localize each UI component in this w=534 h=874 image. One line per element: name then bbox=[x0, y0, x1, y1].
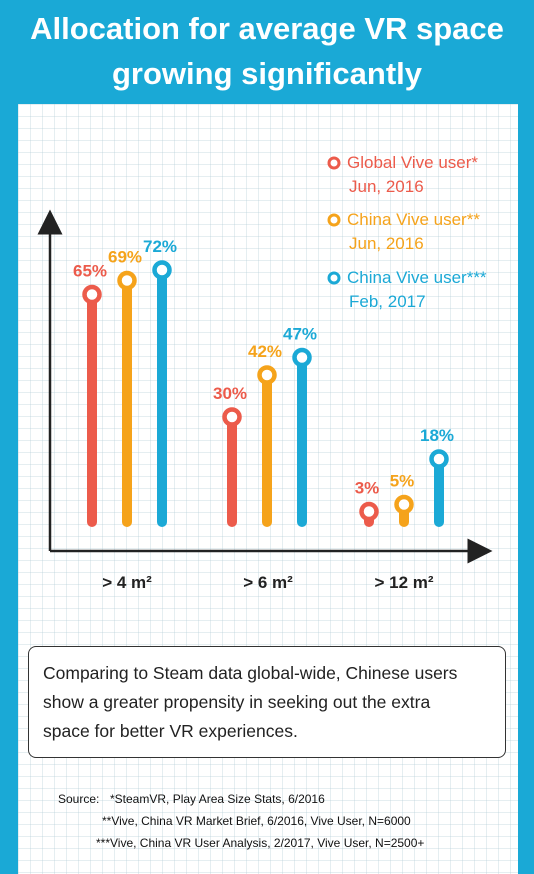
title-line-1: Allocation for average VR space bbox=[30, 11, 504, 46]
x-tick-label: > 12 m² bbox=[374, 573, 433, 592]
bar-chart: 65% 30% 3% 69% 42% 5% 72% 47% 18% > 4 m² > 6 m² > … bbox=[37, 153, 493, 592]
source-label: Source: bbox=[58, 792, 100, 806]
bar-point bbox=[222, 407, 242, 427]
source-line-1: *SteamVR, Play Area Size Stats, 6/2016 bbox=[110, 792, 325, 806]
bar-point bbox=[152, 260, 172, 280]
bar-point bbox=[359, 501, 379, 522]
data-label: 5% bbox=[390, 472, 415, 491]
insight-note: Comparing to Steam data global-wide, Chi… bbox=[28, 646, 506, 758]
page-title: Allocation for average VR space growing … bbox=[0, 6, 534, 96]
data-label: 47% bbox=[283, 325, 317, 344]
legend-marker bbox=[327, 213, 341, 227]
bar-point bbox=[82, 284, 102, 305]
legend-series-date: Jun, 2016 bbox=[349, 234, 424, 253]
title-line-2: growing significantly bbox=[111, 56, 422, 91]
bar-point bbox=[257, 365, 277, 385]
x-tick-label: > 4 m² bbox=[102, 573, 152, 592]
legend-series-name: China Vive user** bbox=[347, 210, 480, 229]
x-tick-label: > 6 m² bbox=[243, 573, 293, 592]
legend-series-date: Jun, 2016 bbox=[349, 177, 424, 196]
source-line-3: ***Vive, China VR User Analysis, 2/2017,… bbox=[96, 836, 425, 850]
source-line-2: **Vive, China VR Market Brief, 6/2016, V… bbox=[102, 814, 411, 828]
note-line-3: space for better VR experiences. bbox=[43, 721, 298, 741]
legend-series-name: Global Vive user* bbox=[347, 153, 478, 172]
data-label: 42% bbox=[248, 342, 282, 361]
bar-point bbox=[429, 449, 449, 469]
data-label: 18% bbox=[420, 426, 454, 445]
legend-series-name: China Vive user*** bbox=[347, 268, 487, 287]
data-label: 65% bbox=[73, 262, 107, 281]
header-banner: Allocation for average VR space growing … bbox=[0, 0, 534, 104]
legend-series-date: Feb, 2017 bbox=[349, 292, 426, 311]
legend-marker bbox=[327, 156, 341, 170]
bar-point bbox=[394, 494, 414, 515]
legend-marker bbox=[327, 271, 341, 285]
data-label: 3% bbox=[355, 479, 380, 498]
bar-point bbox=[292, 347, 312, 368]
note-line-2: show a greater propensity in seeking out… bbox=[43, 692, 431, 712]
data-label: 72% bbox=[143, 237, 177, 256]
note-line-1: Comparing to Steam data global-wide, Chi… bbox=[43, 663, 458, 683]
bar-point bbox=[117, 270, 137, 291]
data-label: 30% bbox=[213, 384, 247, 403]
data-label: 69% bbox=[108, 248, 142, 267]
